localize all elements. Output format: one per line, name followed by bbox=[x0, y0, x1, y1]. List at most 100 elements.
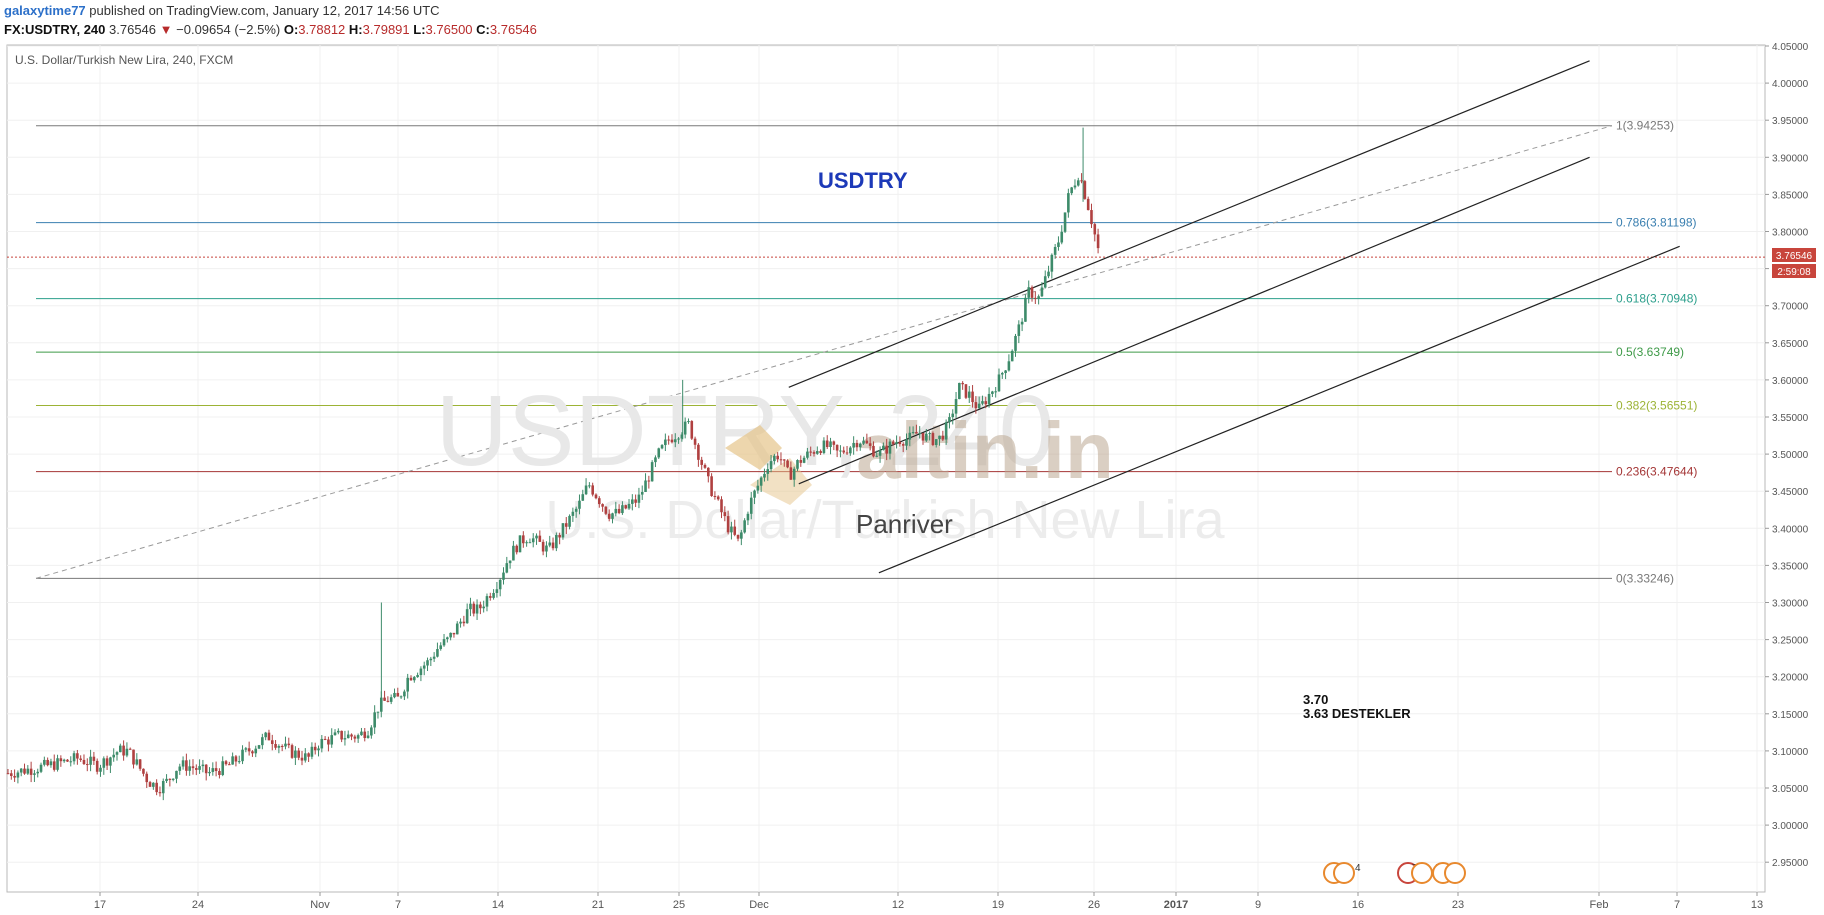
candle-up bbox=[908, 432, 912, 440]
open-label: O: bbox=[283, 22, 299, 37]
candle-down bbox=[799, 460, 803, 463]
candle-up bbox=[171, 778, 175, 780]
candle-down bbox=[776, 455, 779, 460]
candle-down bbox=[941, 435, 945, 440]
candle-down bbox=[901, 444, 905, 446]
candle-up bbox=[370, 727, 373, 736]
candle-down bbox=[1034, 297, 1037, 299]
candle-down bbox=[594, 494, 598, 499]
candle-down bbox=[224, 761, 228, 765]
candle-down bbox=[280, 745, 284, 747]
candle-down bbox=[452, 632, 456, 635]
fib-level-label: 0.618(3.70948) bbox=[1616, 292, 1697, 306]
candle-down bbox=[789, 467, 793, 480]
fib-trend-line bbox=[35, 125, 1613, 579]
y-tick-label: 3.70000 bbox=[1772, 302, 1809, 313]
candle-up bbox=[987, 393, 991, 405]
candle-down bbox=[251, 751, 254, 754]
x-tick-label: 13 bbox=[1751, 899, 1763, 911]
candle-down bbox=[703, 464, 707, 468]
candle-up bbox=[36, 771, 40, 774]
candle-up bbox=[806, 451, 809, 458]
candle-down bbox=[234, 756, 238, 762]
candle-up bbox=[320, 738, 324, 749]
countdown-value: 2:59:08 bbox=[1777, 267, 1811, 278]
candle-up bbox=[581, 494, 585, 501]
candle-up bbox=[1010, 350, 1014, 362]
candle-down bbox=[383, 697, 386, 701]
candle-down bbox=[720, 499, 723, 513]
candle-down bbox=[194, 768, 198, 770]
candle-down bbox=[155, 782, 158, 793]
candle-down bbox=[832, 441, 836, 445]
candle-down bbox=[733, 526, 737, 535]
candle-down bbox=[713, 495, 717, 497]
candle-up bbox=[631, 499, 634, 504]
candle-down bbox=[842, 450, 846, 453]
candle-up bbox=[766, 469, 770, 474]
support-line-2: 3.63 DESTEKLER bbox=[1303, 706, 1411, 721]
candle-down bbox=[736, 534, 740, 539]
flag-us-icon bbox=[1411, 862, 1433, 884]
candle-up bbox=[343, 738, 347, 740]
candle-up bbox=[1047, 271, 1050, 277]
y-tick-label: 3.25000 bbox=[1772, 636, 1809, 647]
candle-down bbox=[835, 444, 839, 451]
candle-up bbox=[62, 759, 66, 762]
candle-down bbox=[290, 745, 294, 758]
candle-up bbox=[657, 448, 661, 458]
candle-up bbox=[878, 450, 882, 456]
y-tick-label: 3.85000 bbox=[1772, 190, 1809, 201]
candle-down bbox=[624, 505, 628, 509]
candle-up bbox=[373, 712, 376, 728]
candle-down bbox=[971, 391, 974, 403]
candle-up bbox=[954, 399, 958, 414]
author-link[interactable]: galaxytime77 bbox=[4, 3, 86, 18]
x-tick-label: 23 bbox=[1452, 899, 1464, 911]
x-tick-label: 26 bbox=[1088, 899, 1100, 911]
candle-down bbox=[59, 758, 63, 762]
candle-down bbox=[191, 766, 195, 769]
x-tick-label: 2017 bbox=[1164, 899, 1188, 911]
flag-us-icon bbox=[1333, 862, 1355, 884]
flag-us-icon bbox=[1444, 862, 1466, 884]
candle-up bbox=[588, 485, 591, 487]
fib-level-label: 0(3.33246) bbox=[1616, 571, 1674, 585]
candle-down bbox=[128, 748, 132, 750]
candle-down bbox=[105, 758, 109, 766]
candle-up bbox=[802, 457, 806, 463]
candle-up bbox=[1060, 231, 1064, 243]
y-tick-label: 3.80000 bbox=[1772, 228, 1809, 239]
candle-down bbox=[551, 542, 555, 549]
candle-up bbox=[465, 609, 469, 624]
candle-up bbox=[555, 535, 558, 549]
candle-down bbox=[667, 439, 670, 441]
symbol[interactable]: FX:USDTRY, 240 bbox=[4, 22, 106, 37]
low-label: L: bbox=[413, 22, 426, 37]
time-axis[interactable]: 17 24 Nov 7 14 21 25 Dec 12 19 26 2017 9 16 23 Feb 7 13 bbox=[94, 892, 1763, 911]
candle-down bbox=[29, 768, 33, 775]
candle-up bbox=[905, 439, 908, 446]
candle-down bbox=[472, 603, 476, 614]
candle-up bbox=[545, 545, 548, 552]
price-axis[interactable]: 4.05000 4.00000 3.95000 3.90000 3.85000 3.800… bbox=[1765, 42, 1809, 869]
x-tick-label: 12 bbox=[892, 899, 904, 911]
candle-up bbox=[161, 781, 165, 794]
candle-down bbox=[132, 749, 135, 765]
fib-level-label: 0.236(3.47644) bbox=[1616, 465, 1697, 479]
trend-channel bbox=[788, 60, 1680, 574]
candle-down bbox=[323, 738, 327, 740]
y-tick-label: 3.20000 bbox=[1772, 673, 1809, 684]
economic-events[interactable]: 4 7 4 bbox=[1323, 862, 1466, 884]
y-tick-label: 3.65000 bbox=[1772, 339, 1809, 350]
candle-up bbox=[584, 485, 588, 495]
open-value: 3.78812 bbox=[298, 22, 346, 37]
candle-up bbox=[208, 771, 211, 774]
candle-down bbox=[185, 760, 188, 771]
candle-up bbox=[858, 443, 862, 448]
annotation-panriver: Panriver bbox=[856, 509, 953, 539]
candle-up bbox=[43, 759, 46, 765]
candle-up bbox=[261, 737, 264, 746]
candle-up bbox=[165, 778, 168, 782]
